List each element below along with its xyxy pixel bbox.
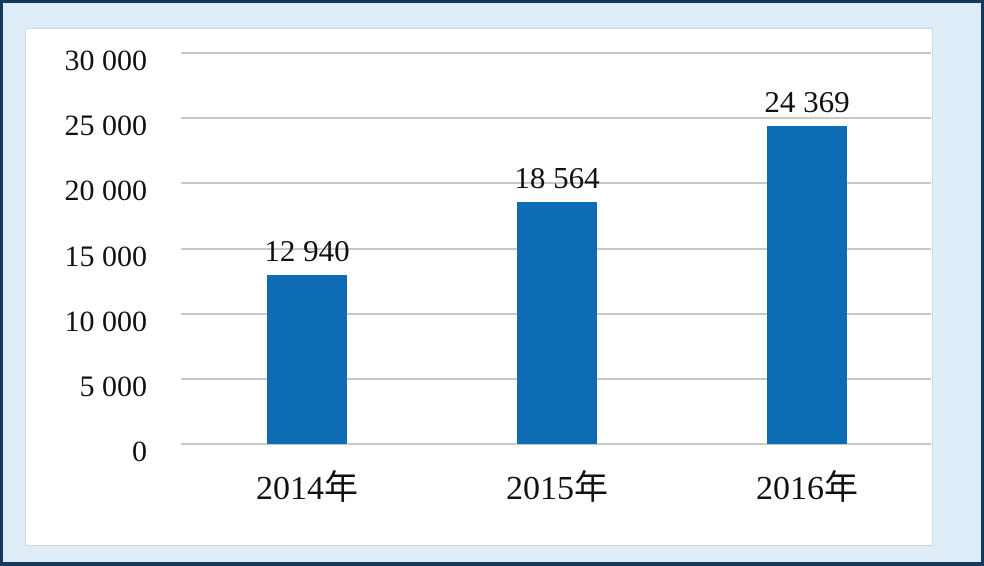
gridline-30000 [181,52,931,54]
x-tick-label-2015年: 2015年 [506,470,608,507]
chart-mat: 12 940 18 564 24 369 0 5 000 10 000 15 000 20 … [3,3,981,562]
y-tick-label-5000: 5 000 [79,369,148,403]
bar-2016年 [767,126,847,444]
gridline-25000 [181,117,931,120]
plot-area: 12 940 18 564 24 369 [181,52,931,445]
y-tick-label-10000: 10 000 [64,304,148,338]
x-tick-label-2014年: 2014年 [256,470,358,507]
y-tick-label-15000: 15 000 [64,239,148,273]
value-label-2014年: 12 940 [264,233,350,269]
y-tick-label-30000: 30 000 [64,44,148,77]
y-tick-label-0: 0 [132,435,147,468]
gridline-0 [181,443,931,445]
y-tick-label-20000: 20 000 [64,174,148,208]
value-label-2015年: 18 564 [514,160,600,196]
gridline-20000 [181,182,931,185]
bar-2014年 [267,275,347,444]
x-tick-label-2016年: 2016年 [756,470,858,507]
y-tick-label-25000: 25 000 [64,109,148,143]
bar-2015年 [517,202,597,444]
chart-panel: 12 940 18 564 24 369 0 5 000 10 000 15 000 20 … [25,28,933,546]
value-label-2016年: 24 369 [764,84,850,120]
